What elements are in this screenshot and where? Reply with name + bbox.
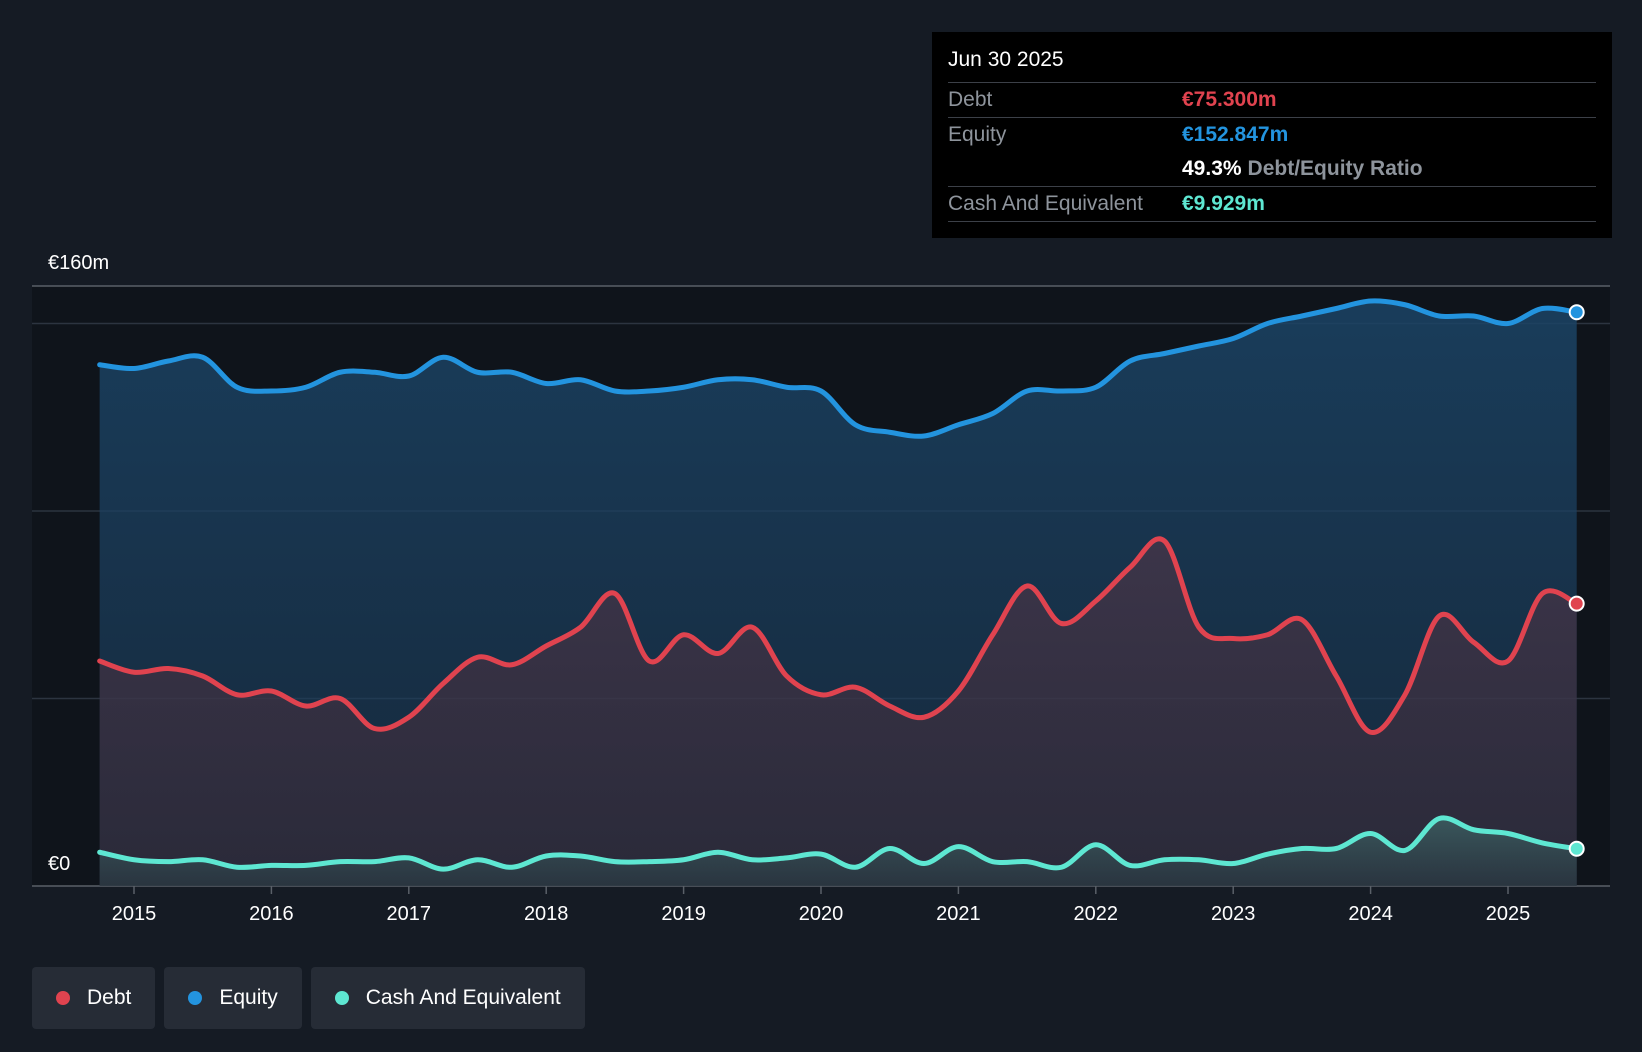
tooltip-ratio-label: Debt/Equity Ratio <box>1247 157 1423 180</box>
legend-equity-label: Equity <box>219 986 278 1009</box>
equity-line <box>97 298 1580 439</box>
debt-area <box>99 538 1577 886</box>
tooltip-debt-row: Debt €75.300m <box>948 83 1596 118</box>
x-tick-label-2021: 2021 <box>936 903 981 925</box>
x-tick-label-2016: 2016 <box>249 903 294 925</box>
cash-and-equivalent-line <box>97 815 1580 872</box>
cash-and-equivalent-area <box>99 817 1577 886</box>
cash-and-equivalent-endpoint[interactable] <box>1568 840 1585 857</box>
tooltip-date: Jun 30 2025 <box>948 48 1596 83</box>
tooltip-ratio-percent: 49.3% <box>1182 157 1242 180</box>
tooltip-debt-label: Debt <box>948 88 993 111</box>
series-lines <box>97 298 1580 872</box>
tooltip-ratio-row: 49.3% Debt/Equity Ratio <box>948 152 1596 187</box>
x-tick-label-2019: 2019 <box>661 903 706 925</box>
y-axis-top-label: €160m <box>48 252 109 274</box>
x-tick-label-2020: 2020 <box>799 903 844 925</box>
debt-dot-icon <box>56 991 70 1005</box>
series-endpoints <box>1568 304 1585 857</box>
series-areas <box>99 300 1577 886</box>
x-tick-label-2024: 2024 <box>1348 903 1393 925</box>
y-axis-bottom-label: €0 <box>48 853 70 875</box>
x-tick-label-2018: 2018 <box>524 903 569 925</box>
tooltip-equity-value: €152.847m <box>1182 123 1289 146</box>
tooltip-cash-value: €9.929m <box>1182 192 1265 215</box>
legend-item-debt[interactable]: Debt <box>32 967 156 1029</box>
equity-endpoint[interactable] <box>1568 304 1585 321</box>
tooltip-cash-row: Cash And Equivalent €9.929m <box>948 187 1596 222</box>
x-tick-label-2023: 2023 <box>1211 903 1256 925</box>
x-tick-label-2022: 2022 <box>1074 903 1119 925</box>
legend-item-cash[interactable]: Cash And Equivalent <box>310 967 585 1029</box>
cash-dot-icon <box>334 991 349 1005</box>
x-tick-label-2017: 2017 <box>387 903 432 925</box>
legend-item-equity[interactable]: Equity <box>164 967 302 1029</box>
tooltip-equity-row: Equity €152.847m <box>948 118 1596 152</box>
x-tick-label-2025: 2025 <box>1486 903 1531 925</box>
legend: Debt Equity Cash And Equivalent <box>32 967 585 1029</box>
x-tick-label-2015: 2015 <box>112 903 157 925</box>
legend-cash-label: Cash And Equivalent <box>365 986 561 1009</box>
debt-endpoint[interactable] <box>1568 595 1585 612</box>
equity-dot-icon <box>188 991 203 1005</box>
tooltip-panel: Jun 30 2025 Debt €75.300m Equity €152.84… <box>932 32 1612 238</box>
legend-debt-label: Debt <box>87 986 132 1009</box>
debt-line <box>97 536 1580 735</box>
tooltip-debt-value: €75.300m <box>1182 88 1277 111</box>
x-axis-ticks: 2015 2016 2017 2018 2019 2020 2021 2022 2023 2024… <box>112 886 1531 925</box>
tooltip-cash-label: Cash And Equivalent <box>948 192 1143 215</box>
tooltip-equity-label: Equity <box>948 123 1007 146</box>
